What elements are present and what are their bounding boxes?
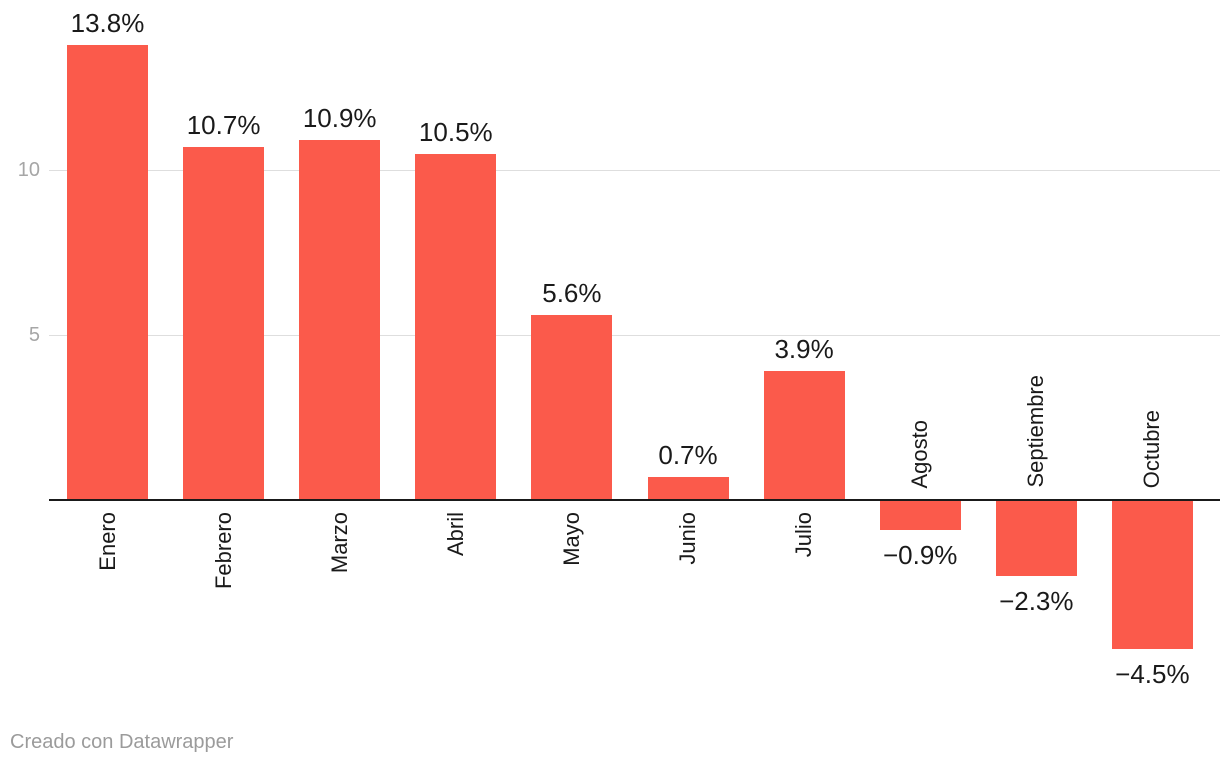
bar-enero bbox=[67, 44, 148, 500]
category-label-febrero: Febrero bbox=[210, 512, 236, 590]
bar-septiembre bbox=[995, 500, 1077, 576]
category-label-abril: Abril bbox=[442, 512, 468, 557]
value-label-marzo: 10.9% bbox=[302, 103, 377, 134]
value-label-abril: 10.5% bbox=[418, 116, 493, 147]
value-label-agosto: −0.9% bbox=[882, 539, 958, 570]
y-tick-label-5: 5 bbox=[28, 324, 40, 346]
y-gridline-5 bbox=[49, 334, 1220, 336]
bar-octubre bbox=[1111, 500, 1193, 649]
value-label-junio: 0.7% bbox=[658, 439, 718, 470]
datawrapper-credit-link[interactable]: Creado con Datawrapper bbox=[10, 731, 234, 753]
value-label-mayo: 5.6% bbox=[542, 278, 602, 309]
value-label-enero: 13.8% bbox=[70, 7, 145, 38]
value-label-julio: 3.9% bbox=[774, 334, 834, 365]
category-label-enero: Enero bbox=[94, 512, 120, 571]
bar-abril bbox=[415, 153, 497, 500]
category-label-julio: Julio bbox=[791, 512, 817, 558]
category-label-mayo: Mayo bbox=[558, 512, 584, 566]
value-label-octubre: −4.5% bbox=[1115, 658, 1190, 689]
bar-mayo bbox=[531, 315, 613, 500]
y-tick-label-10: 10 bbox=[17, 159, 40, 181]
bar-agosto bbox=[879, 500, 961, 530]
x-axis-baseline bbox=[49, 498, 1220, 502]
category-label-agosto: Agosto bbox=[907, 419, 933, 489]
category-label-septiembre: Septiembre bbox=[1023, 375, 1049, 488]
bar-febrero bbox=[183, 146, 265, 500]
y-gridline-10 bbox=[49, 169, 1220, 171]
value-label-septiembre: −2.3% bbox=[999, 585, 1074, 616]
category-label-junio: Junio bbox=[675, 512, 700, 565]
bar-junio bbox=[647, 476, 729, 500]
category-label-octubre: Octubre bbox=[1139, 409, 1165, 488]
value-label-febrero: 10.7% bbox=[186, 109, 261, 140]
bar-julio bbox=[763, 371, 845, 500]
category-label-marzo: Marzo bbox=[326, 512, 352, 574]
bar-marzo bbox=[299, 140, 381, 500]
